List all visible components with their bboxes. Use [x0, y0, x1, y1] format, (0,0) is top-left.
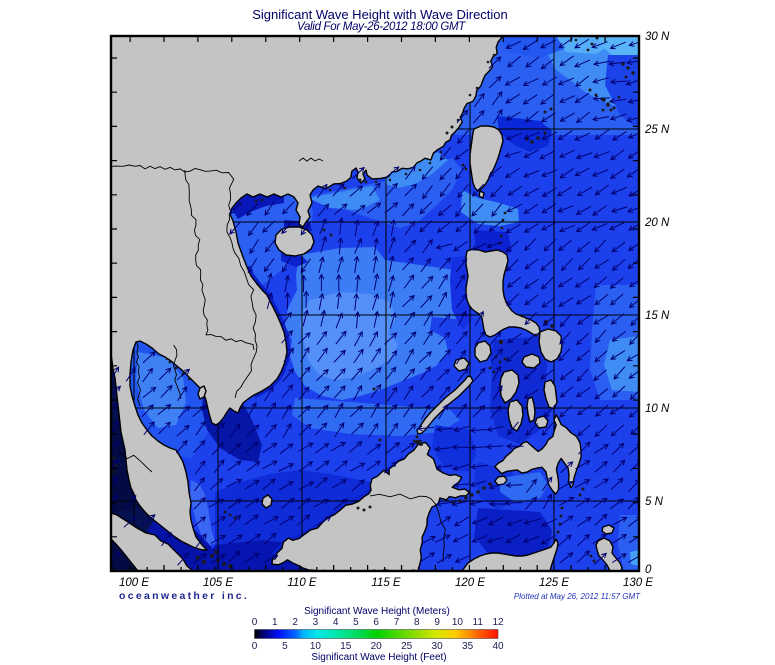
svg-text:11: 11 [473, 617, 484, 628]
svg-text:15 N: 15 N [645, 310, 670, 322]
svg-text:120 E: 120 E [455, 577, 485, 589]
svg-text:6: 6 [373, 617, 379, 628]
svg-text:0: 0 [645, 564, 652, 576]
svg-text:35: 35 [462, 641, 474, 652]
svg-text:10 N: 10 N [645, 403, 670, 415]
svg-text:5: 5 [353, 617, 359, 628]
svg-text:20 N: 20 N [644, 217, 670, 229]
svg-text:10: 10 [452, 617, 464, 628]
svg-text:2: 2 [292, 617, 298, 628]
svg-text:Plotted at May 26, 2012 11:57: Plotted at May 26, 2012 11:57 GMT [514, 592, 641, 601]
svg-text:30: 30 [432, 641, 444, 652]
svg-text:1: 1 [272, 617, 278, 628]
svg-text:115 E: 115 E [371, 577, 401, 589]
svg-text:Significant Wave Height (Feet): Significant Wave Height (Feet) [311, 652, 446, 663]
svg-text:12: 12 [492, 617, 504, 628]
svg-text:15: 15 [340, 641, 352, 652]
svg-text:oceanweather inc.: oceanweather inc. [119, 590, 249, 602]
svg-text:5: 5 [282, 641, 288, 652]
svg-text:20: 20 [371, 641, 383, 652]
svg-text:0: 0 [252, 617, 258, 628]
svg-text:3: 3 [313, 617, 319, 628]
svg-text:130 E: 130 E [623, 577, 653, 589]
svg-text:25: 25 [401, 641, 413, 652]
svg-text:105 E: 105 E [203, 577, 233, 589]
svg-text:110 E: 110 E [287, 577, 317, 589]
svg-text:0: 0 [252, 641, 258, 652]
svg-text:40: 40 [492, 641, 504, 652]
svg-text:5 N: 5 N [645, 496, 664, 508]
svg-text:10: 10 [310, 641, 322, 652]
svg-text:30 N: 30 N [645, 31, 670, 43]
svg-text:8: 8 [414, 617, 420, 628]
svg-text:Significant Wave Height with W: Significant Wave Height with Wave Direct… [252, 7, 508, 22]
svg-text:125 E: 125 E [539, 577, 569, 589]
svg-text:Valid For May-26-2012 18:00 GM: Valid For May-26-2012 18:00 GMT [297, 21, 466, 33]
svg-text:7: 7 [394, 617, 400, 628]
svg-text:Significant Wave Height (Meter: Significant Wave Height (Meters) [304, 606, 450, 617]
svg-text:9: 9 [434, 617, 440, 628]
svg-text:25 N: 25 N [644, 124, 670, 136]
svg-text:100 E: 100 E [119, 577, 149, 589]
svg-text:4: 4 [333, 617, 339, 628]
